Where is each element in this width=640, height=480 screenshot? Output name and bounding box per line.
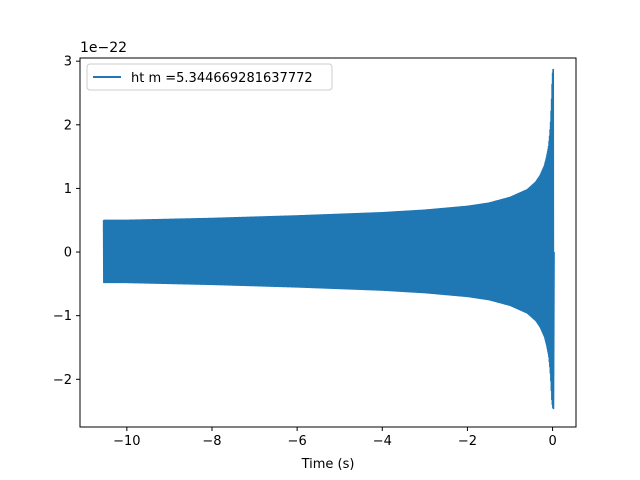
y-tick-label: −2 xyxy=(53,373,72,388)
x-axis-ticks: −10 −8 −6 −4 −2 0 xyxy=(113,427,557,449)
series-layer xyxy=(102,68,555,410)
x-tick-label: −2 xyxy=(458,434,477,449)
y-tick-label: −1 xyxy=(53,309,72,324)
x-tick-label: −6 xyxy=(288,434,307,449)
x-axis-label: Time (s) xyxy=(301,457,355,472)
y-tick-label: 3 xyxy=(64,55,72,70)
x-tick-label: −4 xyxy=(373,434,392,449)
y-tick-label: 1 xyxy=(64,182,72,197)
plot-area xyxy=(79,57,577,428)
y-axis-offset-label: 1e−22 xyxy=(80,40,127,56)
x-tick-label: −8 xyxy=(202,434,221,449)
legend: ht m =5.344669281637772 xyxy=(86,63,333,91)
y-axis-ticks: −2 −1 0 1 2 3 xyxy=(53,55,80,388)
legend-box xyxy=(86,63,333,91)
x-tick-label: 0 xyxy=(548,434,556,449)
y-tick-label: 2 xyxy=(64,118,72,133)
legend-label: ht m =5.344669281637772 xyxy=(131,71,313,86)
x-tick-label: −10 xyxy=(113,434,140,449)
axes-frame xyxy=(79,57,577,428)
y-tick-label: 0 xyxy=(64,246,72,261)
series-line-ht xyxy=(102,68,555,410)
